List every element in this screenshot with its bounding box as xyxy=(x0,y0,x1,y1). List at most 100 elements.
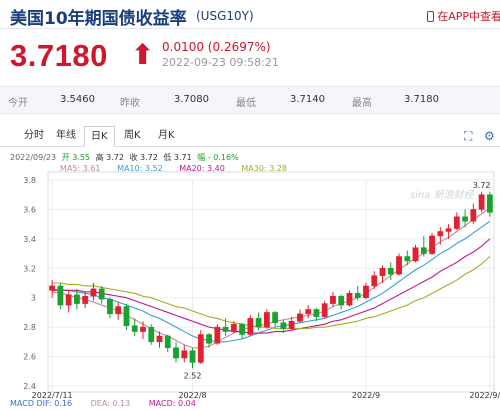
tab-daily-k[interactable]: 日K xyxy=(84,126,115,147)
candle xyxy=(288,316,295,331)
candle xyxy=(280,319,287,334)
prev-close-label: 昨收 xyxy=(120,98,140,109)
candle-body xyxy=(156,335,163,343)
candle-body xyxy=(313,309,320,318)
candle-body xyxy=(181,350,188,359)
candle-body xyxy=(305,309,312,315)
ma-line-ma10 xyxy=(52,220,491,343)
candle xyxy=(156,331,163,348)
divider xyxy=(0,28,500,29)
candle xyxy=(363,283,369,300)
tab-monthly-k[interactable]: 月K xyxy=(158,130,175,141)
open-label: 今开 xyxy=(8,98,28,109)
candle xyxy=(49,280,56,298)
candle xyxy=(396,253,402,276)
candle-body xyxy=(90,288,97,297)
candle-body xyxy=(82,295,89,304)
x-tick-label: 2022/8 xyxy=(178,391,206,400)
candle-body xyxy=(123,306,130,326)
tab-year-line[interactable]: 年线 xyxy=(56,130,76,141)
candle xyxy=(222,318,229,336)
candle-body xyxy=(230,323,237,332)
open-in-app-link[interactable]: 在APP中查看 xyxy=(427,8,500,24)
fullscreen-icon[interactable]: ⛶ xyxy=(464,129,473,143)
candle-body xyxy=(321,303,328,318)
y-tick-label: 3.8 xyxy=(23,176,36,185)
candle-body xyxy=(478,194,485,210)
candle-body xyxy=(412,247,419,262)
candle xyxy=(263,309,270,329)
candle xyxy=(107,297,113,319)
candle-body xyxy=(280,322,287,329)
candle-body xyxy=(140,326,146,332)
quote-summary-bar: 今开 3.5460 昨收 3.7080 最低 3.7140 最高 3.7180 xyxy=(0,86,500,114)
candle-info: 2022/09/23 开 3.55 高 3.72 收 3.72 低 3.71 幅… xyxy=(10,152,242,163)
candle xyxy=(197,330,204,364)
candle xyxy=(297,309,303,323)
info-high: 高 3.72 xyxy=(95,153,124,162)
macd-legend: MACD DIF: 0.16 DEA: 0.13 MACD: 0.04 xyxy=(10,399,212,408)
candle-body xyxy=(131,325,138,332)
ma10-label: MA10: 3.52 xyxy=(117,164,163,173)
candle-body xyxy=(387,268,394,275)
candle-body xyxy=(49,285,56,291)
candle xyxy=(255,312,262,331)
candle xyxy=(371,271,378,289)
settings-gear-icon[interactable]: ⚙ xyxy=(484,129,495,143)
candle xyxy=(164,334,171,353)
chart-tabs: 分时 年线 日K 周K 月K ⛶ ⚙ xyxy=(0,126,500,147)
candle xyxy=(330,291,336,307)
candle xyxy=(123,303,130,331)
candle-body xyxy=(396,256,402,275)
quote-timestamp: 2022-09-23 09:58:21 xyxy=(162,56,279,69)
candle-body xyxy=(239,323,245,335)
candle xyxy=(247,315,254,336)
candle-body xyxy=(346,293,353,306)
ma-legend: MA5: 3.61 MA10: 3.52 MA20: 3.40 MA30: 3.… xyxy=(60,164,301,173)
candle-body xyxy=(115,306,122,315)
candle-body xyxy=(247,318,254,335)
title-row: 美国10年期国债收益率 (USG10Y) 在APP中查看 xyxy=(10,4,500,29)
ma-line-ma30 xyxy=(52,256,491,330)
candle xyxy=(437,227,444,245)
candle-body xyxy=(445,228,452,232)
candle-body xyxy=(222,326,229,332)
candle-body xyxy=(429,235,435,254)
candle-body xyxy=(338,295,345,306)
candle xyxy=(181,344,188,363)
candle xyxy=(57,283,64,310)
candle xyxy=(354,285,361,301)
info-date: 2022/09/23 xyxy=(10,153,57,162)
low-value: 3.7140 xyxy=(290,94,325,105)
candle-body xyxy=(404,256,411,262)
price-change: 0.0100 (0.2697%) xyxy=(162,40,271,54)
candle xyxy=(462,209,468,228)
candle-body xyxy=(453,216,460,229)
candle-body xyxy=(189,350,196,363)
candle xyxy=(189,347,196,369)
candle xyxy=(420,235,427,257)
y-tick-label: 3 xyxy=(31,294,36,303)
ma20-label: MA20: 3.40 xyxy=(179,164,225,173)
candle xyxy=(346,290,353,307)
candle-body xyxy=(354,293,361,298)
candle-body xyxy=(197,334,204,363)
candle xyxy=(470,203,477,225)
tab-intraday[interactable]: 分时 xyxy=(24,130,44,141)
chart-frame xyxy=(47,171,495,393)
candle-body xyxy=(214,326,221,344)
candle xyxy=(429,232,435,256)
tab-weekly-k[interactable]: 周K xyxy=(124,130,141,141)
candle-body xyxy=(74,294,80,304)
phone-icon xyxy=(427,10,435,22)
candle-body xyxy=(65,294,72,306)
watermark: sina 新浪财经 xyxy=(410,189,475,201)
candle xyxy=(453,212,460,231)
candle xyxy=(412,244,419,263)
high-label: 最高 xyxy=(352,98,372,109)
candle xyxy=(404,250,411,266)
symbol-code: (USG10Y) xyxy=(196,9,254,23)
candle xyxy=(445,224,452,239)
